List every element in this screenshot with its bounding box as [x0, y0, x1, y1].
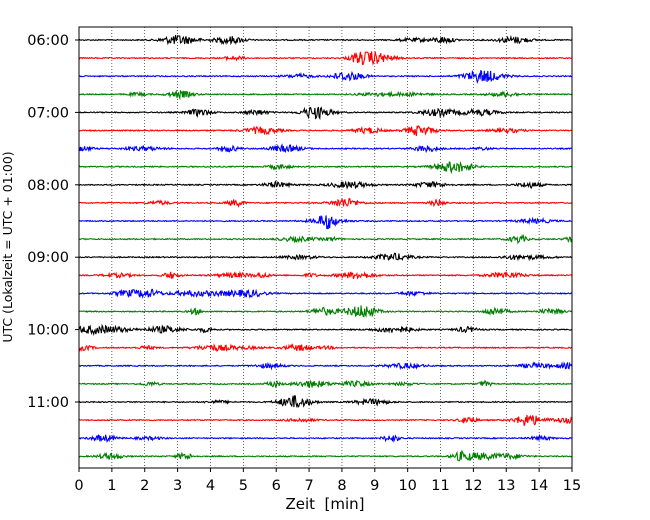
x-tick-label-13: 13 — [497, 478, 515, 494]
x-axis-title: Zeit [min] — [285, 495, 364, 513]
x-tick-label-6: 6 — [272, 478, 281, 494]
y-tick-label-1: 07:00 — [27, 105, 69, 121]
trace-0745 — [78, 160, 573, 175]
plot-frame — [78, 26, 573, 469]
trace-1030 — [78, 361, 573, 371]
x-tick-label-0: 0 — [74, 478, 83, 494]
y-tick-label-2: 08:00 — [27, 178, 69, 194]
y-axis-title: UTC (Lokalzeit = UTC + 01:00) — [0, 151, 15, 342]
x-tick-label-10: 10 — [398, 478, 416, 494]
x-tick-label-14: 14 — [530, 478, 548, 494]
plot-area — [79, 27, 572, 468]
trace-0830 — [78, 214, 572, 230]
trace-1000 — [78, 323, 572, 337]
y-tick-label-4: 10:00 — [27, 323, 69, 339]
x-tick-label-1: 1 — [107, 478, 116, 494]
x-tick-label-12: 12 — [464, 478, 482, 494]
x-tick-label-5: 5 — [239, 478, 248, 494]
trace-0930 — [78, 288, 572, 299]
y-axis-ticks: 06:00 07:00 08:00 09:00 10:00 11:00 — [27, 33, 79, 411]
trace-0945 — [78, 305, 573, 318]
x-axis-ticks: 0 1 2 3 4 5 6 7 8 9 10 11 12 13 14 15 — [74, 468, 581, 494]
y-tick-label-3: 09:00 — [27, 250, 69, 266]
trace-1115 — [78, 414, 573, 426]
trace-1100 — [78, 395, 572, 408]
x-tick-label-15: 15 — [563, 478, 581, 494]
x-tick-label-11: 11 — [431, 478, 449, 494]
x-tick-label-9: 9 — [370, 478, 379, 494]
trace-1015 — [78, 343, 573, 353]
x-tick-label-8: 8 — [337, 478, 346, 494]
trace-0615 — [78, 51, 572, 66]
trace-1145 — [78, 449, 573, 462]
trace-1130 — [78, 433, 572, 443]
trace-0915 — [78, 270, 573, 280]
x-tick-label-2: 2 — [140, 478, 149, 494]
x-tick-label-4: 4 — [206, 478, 215, 494]
trace-1045 — [78, 379, 572, 389]
y-tick-label-0: 06:00 — [27, 33, 69, 49]
trace-0730 — [78, 143, 572, 154]
x-tick-label-3: 3 — [173, 478, 182, 494]
trace-0600 — [78, 34, 573, 46]
trace-0815 — [78, 197, 573, 208]
trace-0845 — [78, 233, 573, 245]
trace-0715 — [78, 125, 573, 137]
trace-0900 — [78, 252, 572, 262]
trace-0800 — [78, 180, 573, 190]
trace-0645 — [78, 89, 573, 101]
trace-0700 — [78, 106, 573, 120]
x-tick-label-7: 7 — [304, 478, 313, 494]
y-tick-label-5: 11:00 — [27, 395, 69, 411]
traces-group — [78, 34, 573, 462]
trace-0630 — [78, 69, 572, 84]
